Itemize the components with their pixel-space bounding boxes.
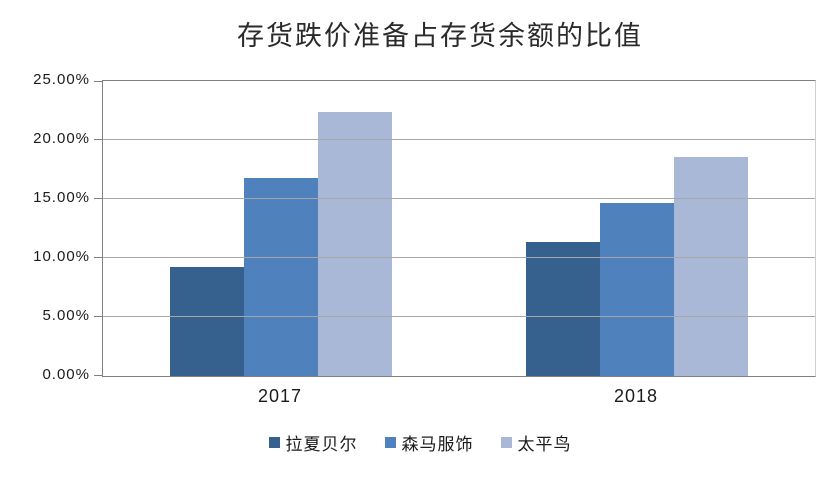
y-axis-tick-label: 20.00%: [33, 130, 90, 147]
y-axis-tick: [94, 139, 103, 140]
bars-layer: [103, 81, 815, 376]
bar-森马服饰-2017: [244, 177, 318, 376]
gridline: [103, 257, 815, 258]
legend-swatch-icon: [500, 437, 512, 448]
y-axis-tick-label: 10.00%: [33, 248, 90, 265]
gridline: [103, 316, 815, 317]
bar-太平鸟-2017: [318, 111, 392, 376]
y-axis-tick-label: 0.00%: [42, 366, 90, 383]
legend-label: 拉夏贝尔: [285, 435, 358, 454]
y-axis-tick-label: 5.00%: [42, 307, 90, 324]
legend: 拉夏贝尔 森马服饰 太平鸟: [0, 430, 840, 455]
x-axis-labels: 2017 2018: [102, 386, 814, 407]
legend-item-拉夏贝尔: 拉夏贝尔: [268, 430, 358, 455]
legend-item-太平鸟: 太平鸟: [500, 430, 572, 455]
legend-swatch-icon: [268, 437, 280, 448]
gridline: [103, 139, 815, 140]
y-axis-tick-label: 25.00%: [33, 71, 90, 88]
bar-group-2018: [459, 81, 815, 376]
bar-group-2017: [103, 81, 459, 376]
y-axis-tick: [94, 198, 103, 199]
bar-森马服饰-2018: [600, 202, 674, 376]
x-axis-category-label: 2017: [257, 386, 303, 406]
y-axis: 25.00% 20.00% 15.00% 10.00% 5.00% 0.00%: [0, 71, 90, 383]
plot-area: [94, 80, 816, 377]
y-axis-tick: [94, 257, 103, 258]
y-axis-tick: [94, 81, 103, 82]
y-axis-tick-label: 15.00%: [33, 189, 90, 206]
legend-item-森马服饰: 森马服饰: [384, 430, 474, 455]
legend-label: 太平鸟: [517, 435, 572, 454]
bar-拉夏贝尔-2017: [170, 267, 244, 376]
x-axis-category-label: 2018: [613, 386, 659, 406]
chart-title: 存货跌价准备占存货余额的比值: [237, 21, 643, 51]
gridline: [103, 198, 815, 199]
bar-拉夏贝尔-2018: [526, 241, 600, 376]
y-axis-tick: [94, 316, 103, 317]
y-axis-tick: [94, 375, 103, 376]
legend-swatch-icon: [384, 437, 396, 448]
bar-太平鸟-2018: [674, 156, 748, 376]
legend-label: 森马服饰: [401, 435, 474, 454]
